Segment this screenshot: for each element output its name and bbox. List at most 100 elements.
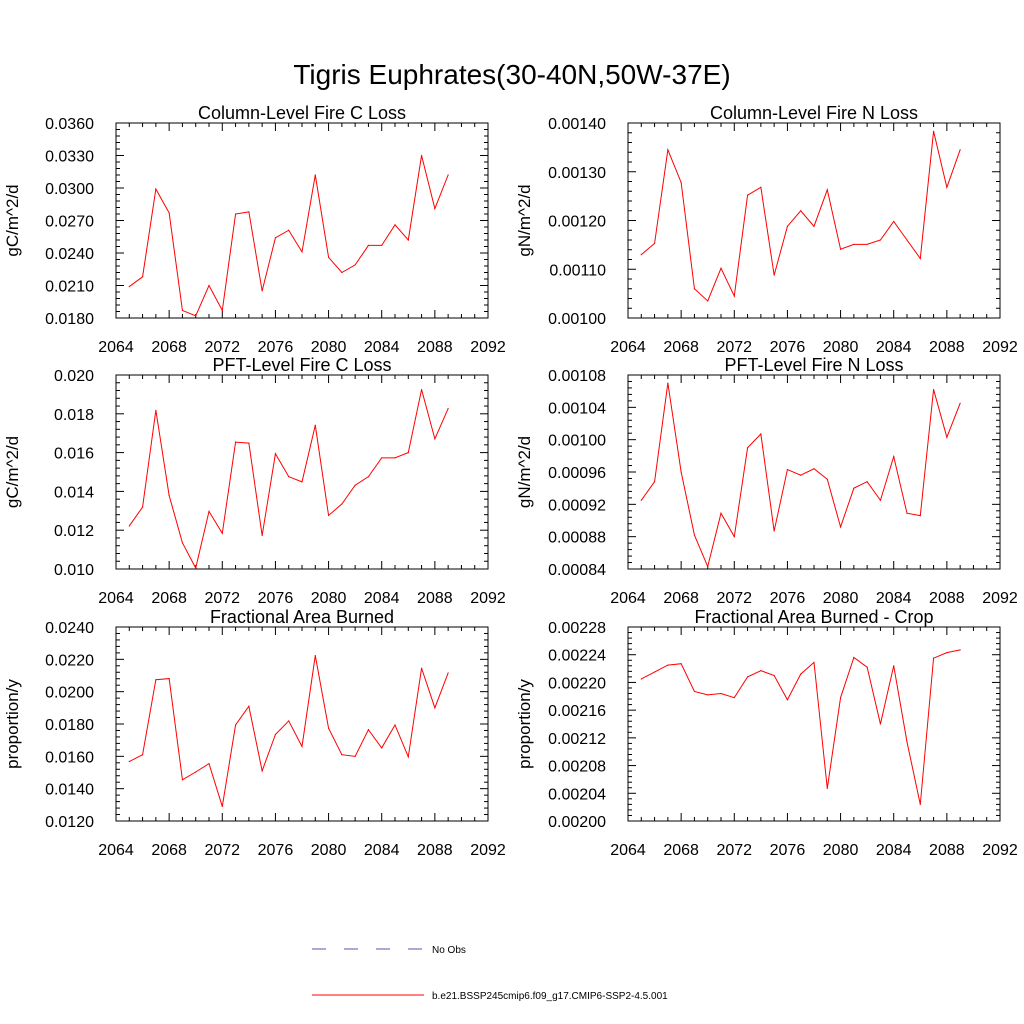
y-tick-label: 0.00110 (549, 262, 606, 279)
data-point (707, 694, 709, 696)
data-point (640, 678, 642, 680)
data-point (680, 181, 682, 184)
data-point (168, 677, 170, 680)
data-point (932, 388, 935, 391)
data-point (381, 244, 383, 247)
data-point (640, 499, 642, 501)
data-point (195, 771, 197, 773)
x-tick-label: 2088 (417, 590, 453, 607)
data-point (800, 673, 802, 675)
data-point (367, 476, 370, 478)
data-point (693, 288, 696, 290)
data-point (746, 447, 749, 449)
x-tick-label: 2068 (663, 339, 699, 356)
data-point (341, 271, 343, 274)
data-point (720, 267, 722, 269)
figure-title: Tigris Euphrates(30-40N,50W-37E) (293, 59, 730, 90)
y-tick-label: 0.00228 (548, 620, 606, 637)
x-tick-label: 2072 (716, 842, 752, 859)
y-tick-label: 0.0270 (45, 214, 94, 231)
y-tick-label: 0.0210 (45, 279, 94, 296)
data-point (128, 760, 130, 763)
data-point (274, 453, 277, 455)
x-tick-label: 2088 (929, 590, 965, 607)
data-point (786, 225, 789, 227)
x-tick-label: 2076 (258, 842, 294, 859)
x-tick-label: 2084 (364, 842, 400, 859)
data-point (141, 506, 144, 508)
data-point (394, 724, 396, 726)
panel-title: Column-Level Fire C Loss (198, 103, 406, 123)
data-point (826, 787, 828, 790)
y-axis-label: proportion/y (515, 679, 534, 769)
data-point (261, 534, 263, 537)
data-point (839, 526, 842, 528)
x-tick-label: 2064 (610, 842, 646, 859)
data-point (786, 468, 789, 471)
legend-label: b.e21.BSSP245cmip6.f09_g17.CMIP6-SSP2-4.… (432, 991, 668, 1002)
y-tick-label: 0.00096 (548, 465, 606, 482)
data-point (434, 707, 436, 709)
data-point (919, 257, 921, 260)
x-tick-label: 2088 (417, 842, 453, 859)
x-tick-label: 2068 (151, 339, 187, 356)
data-point (420, 667, 423, 669)
chart-panel: PFT-Level Fire C Loss gC/m^2/d 2064 2068 207… (3, 355, 506, 607)
data-point (261, 770, 263, 772)
data-point (906, 239, 908, 241)
y-tick-label: 0.0180 (45, 311, 94, 328)
data-point (733, 536, 735, 538)
data-point (407, 239, 409, 241)
data-point (208, 284, 210, 287)
x-tick-label: 2064 (610, 590, 646, 607)
data-point (746, 676, 749, 678)
data-point (786, 699, 789, 701)
y-tick-label: 0.00104 (548, 400, 606, 417)
data-point (314, 655, 316, 657)
data-point (181, 309, 184, 312)
data-point (155, 679, 157, 681)
panel-title: Fractional Area Burned - Crop (694, 607, 933, 627)
y-tick-label: 0.0240 (45, 246, 94, 263)
data-point (261, 290, 263, 292)
panel-title: PFT-Level Fire C Loss (212, 355, 391, 375)
data-point (707, 300, 709, 302)
data-point (341, 503, 343, 505)
data-point (866, 666, 868, 668)
y-tick-label: 0.0220 (45, 652, 94, 669)
data-point (733, 697, 735, 699)
x-tick-label: 2092 (470, 590, 506, 607)
x-tick-label: 2084 (876, 590, 912, 607)
y-tick-label: 0.0360 (45, 116, 94, 133)
data-point (932, 130, 935, 132)
data-point (248, 442, 250, 444)
y-tick-label: 0.0300 (45, 181, 94, 198)
data-point (853, 487, 855, 489)
data-point (381, 747, 383, 749)
x-tick-label: 2084 (364, 590, 400, 607)
data-point (707, 565, 709, 568)
data-point (314, 424, 316, 426)
data-point (946, 186, 948, 188)
data-point (773, 274, 775, 276)
data-point (168, 494, 170, 497)
data-point (181, 542, 184, 544)
x-tick-label: 2088 (929, 339, 965, 356)
x-tick-label: 2076 (770, 590, 806, 607)
x-tick-label: 2072 (204, 339, 240, 356)
panel-title: Fractional Area Burned (210, 607, 394, 627)
data-point (839, 248, 842, 250)
data-point (168, 212, 170, 214)
data-point (760, 670, 762, 672)
x-tick-label: 2092 (982, 842, 1018, 859)
data-point (128, 285, 130, 288)
chart-panel: Column-Level Fire N Loss gN/m^2/d 2064 2068… (515, 103, 1018, 356)
data-point (367, 729, 370, 731)
data-point (221, 805, 223, 808)
y-tick-label: 0.00212 (548, 731, 606, 748)
panel-title: PFT-Level Fire N Loss (724, 355, 903, 375)
x-tick-label: 2068 (151, 842, 187, 859)
data-point (813, 468, 815, 470)
